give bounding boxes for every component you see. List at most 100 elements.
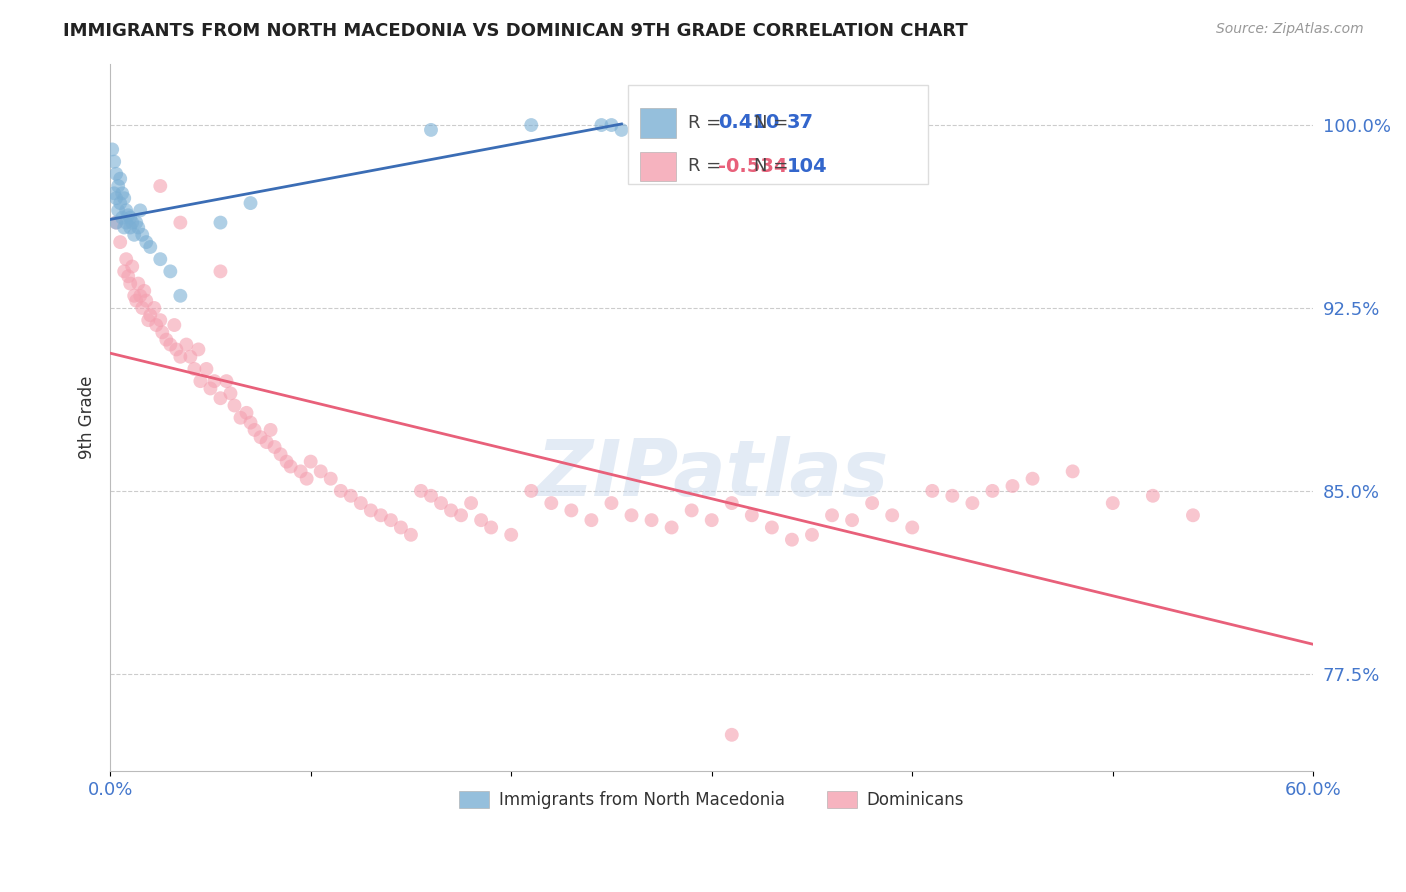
Point [131, 227, 153, 242]
Point [420, 489, 443, 503]
Point [276, 455, 298, 469]
Point [882, 508, 904, 523]
Point [111, 186, 134, 201]
Point [560, 503, 582, 517]
Point [520, 118, 543, 132]
Point [263, 440, 285, 454]
Point [190, 374, 212, 388]
Point [430, 496, 453, 510]
Point [103, 154, 125, 169]
Point [841, 513, 863, 527]
Point [941, 489, 963, 503]
Point [111, 211, 134, 225]
Point [901, 520, 924, 534]
Point [187, 343, 209, 357]
Point [139, 308, 162, 322]
Point [159, 264, 181, 278]
Point [249, 430, 271, 444]
Point [112, 191, 135, 205]
Point [200, 381, 222, 395]
Point [440, 503, 463, 517]
Point [115, 252, 138, 267]
Point [389, 520, 412, 534]
Text: 104: 104 [787, 157, 828, 176]
Point [224, 399, 246, 413]
Point [479, 520, 502, 534]
Point [319, 472, 342, 486]
Point [610, 123, 633, 137]
Point [145, 318, 167, 332]
Point [149, 252, 172, 267]
Point [125, 293, 148, 308]
Point [1142, 489, 1164, 503]
Point [120, 277, 142, 291]
Point [108, 171, 131, 186]
Point [108, 196, 131, 211]
Text: R =: R = [688, 158, 727, 176]
Point [280, 459, 302, 474]
Point [860, 496, 883, 510]
Point [107, 179, 129, 194]
Point [115, 216, 138, 230]
Point [135, 235, 157, 249]
Point [239, 416, 262, 430]
Legend: Immigrants from North Macedonia, Dominicans: Immigrants from North Macedonia, Dominic… [453, 785, 972, 816]
Point [122, 289, 145, 303]
Point [105, 216, 128, 230]
Point [215, 374, 238, 388]
Text: R =: R = [688, 114, 727, 132]
Point [129, 203, 152, 218]
Point [169, 289, 191, 303]
Point [209, 216, 232, 230]
Point [1062, 464, 1084, 478]
Point [219, 386, 242, 401]
Point [591, 118, 613, 132]
Point [235, 406, 257, 420]
Point [780, 533, 803, 547]
Point [204, 374, 226, 388]
Point [309, 464, 332, 478]
Point [741, 508, 763, 523]
Point [179, 350, 201, 364]
Point [821, 508, 844, 523]
Point [962, 496, 984, 510]
Point [105, 191, 128, 205]
Point [101, 143, 124, 157]
Point [259, 423, 281, 437]
Point [520, 483, 543, 498]
Point [121, 260, 143, 274]
Point [720, 728, 742, 742]
Point [120, 220, 142, 235]
Point [131, 301, 153, 315]
Point [1101, 496, 1123, 510]
Point [350, 496, 373, 510]
Point [600, 496, 623, 510]
Text: N =: N = [754, 114, 794, 132]
Point [299, 455, 322, 469]
Point [460, 496, 482, 510]
Point [620, 508, 643, 523]
Point [139, 240, 162, 254]
Text: 37: 37 [787, 113, 814, 132]
Point [700, 513, 723, 527]
Point [122, 227, 145, 242]
Text: IMMIGRANTS FROM NORTH MACEDONIA VS DOMINICAN 9TH GRADE CORRELATION CHART: IMMIGRANTS FROM NORTH MACEDONIA VS DOMIN… [63, 22, 967, 40]
Point [149, 313, 172, 327]
Point [501, 528, 523, 542]
Point [105, 167, 128, 181]
Point [681, 503, 703, 517]
Point [209, 391, 232, 405]
Point [1181, 508, 1204, 523]
Point [127, 220, 149, 235]
Point [290, 464, 312, 478]
Point [117, 208, 139, 222]
Point [107, 203, 129, 218]
Point [761, 520, 783, 534]
Point [1021, 472, 1043, 486]
Point [661, 520, 683, 534]
Point [117, 269, 139, 284]
Point [115, 203, 138, 218]
Point [112, 220, 135, 235]
Point [127, 277, 149, 291]
Point [159, 337, 181, 351]
